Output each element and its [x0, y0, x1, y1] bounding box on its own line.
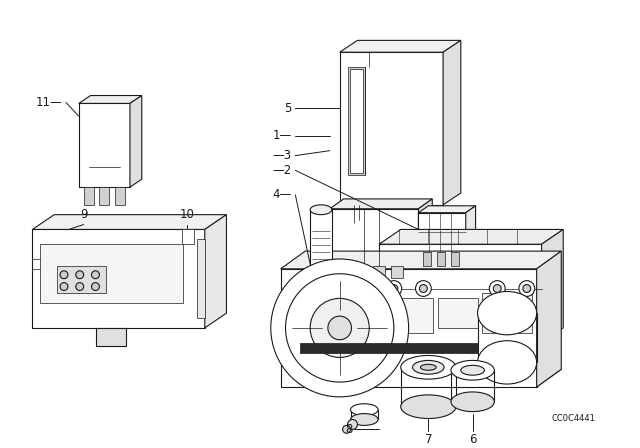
- Polygon shape: [280, 251, 561, 269]
- Circle shape: [92, 271, 99, 279]
- Bar: [348, 67, 365, 175]
- Circle shape: [390, 284, 398, 293]
- Text: 4—: 4—: [272, 189, 291, 202]
- Bar: [84, 187, 93, 205]
- Polygon shape: [300, 343, 477, 353]
- Circle shape: [386, 280, 402, 297]
- Text: 6: 6: [469, 433, 476, 446]
- Circle shape: [415, 280, 431, 297]
- Circle shape: [60, 271, 68, 279]
- Circle shape: [419, 284, 428, 293]
- Ellipse shape: [461, 365, 484, 375]
- Circle shape: [285, 274, 394, 382]
- Circle shape: [490, 280, 505, 297]
- Ellipse shape: [401, 395, 456, 418]
- Ellipse shape: [310, 205, 332, 215]
- Polygon shape: [33, 229, 205, 328]
- Text: —2: —2: [272, 164, 291, 177]
- Circle shape: [76, 283, 84, 290]
- Text: 8: 8: [345, 423, 353, 436]
- Polygon shape: [379, 229, 563, 244]
- Bar: [197, 239, 205, 318]
- Circle shape: [519, 280, 534, 297]
- Bar: [391, 266, 403, 278]
- Polygon shape: [340, 40, 461, 52]
- Ellipse shape: [351, 404, 378, 416]
- Polygon shape: [285, 369, 561, 387]
- Polygon shape: [205, 215, 227, 328]
- Bar: [315, 311, 327, 321]
- Bar: [97, 328, 126, 346]
- Polygon shape: [419, 213, 466, 252]
- Bar: [182, 229, 194, 244]
- Bar: [115, 187, 125, 205]
- Circle shape: [348, 419, 357, 429]
- Ellipse shape: [420, 364, 436, 370]
- Text: CC0C4441: CC0C4441: [552, 414, 596, 423]
- Circle shape: [342, 426, 351, 433]
- Bar: [373, 266, 385, 278]
- Polygon shape: [443, 40, 461, 205]
- Ellipse shape: [413, 360, 444, 374]
- Bar: [99, 187, 109, 205]
- Polygon shape: [130, 95, 142, 187]
- Ellipse shape: [477, 292, 537, 335]
- Circle shape: [310, 298, 369, 358]
- Bar: [483, 293, 532, 333]
- Polygon shape: [419, 206, 476, 213]
- Text: 7: 7: [424, 433, 432, 446]
- Polygon shape: [33, 215, 227, 229]
- Polygon shape: [330, 199, 432, 209]
- Circle shape: [523, 284, 531, 293]
- Text: 10: 10: [180, 207, 195, 220]
- Ellipse shape: [477, 341, 537, 384]
- Polygon shape: [537, 251, 561, 387]
- Text: 1—: 1—: [272, 129, 291, 142]
- Polygon shape: [419, 199, 432, 266]
- Bar: [424, 252, 431, 266]
- Circle shape: [92, 283, 99, 290]
- Text: 5: 5: [284, 102, 291, 115]
- Bar: [349, 69, 364, 173]
- Bar: [338, 266, 349, 278]
- Bar: [437, 252, 445, 266]
- Circle shape: [271, 259, 408, 397]
- Polygon shape: [466, 206, 476, 252]
- Ellipse shape: [351, 414, 378, 426]
- Bar: [57, 266, 106, 293]
- Ellipse shape: [401, 356, 456, 379]
- Text: 9: 9: [80, 207, 88, 220]
- Ellipse shape: [451, 392, 494, 412]
- Polygon shape: [79, 95, 142, 103]
- Circle shape: [60, 283, 68, 290]
- Bar: [310, 210, 332, 303]
- Bar: [40, 244, 183, 303]
- Bar: [438, 298, 477, 328]
- Polygon shape: [330, 209, 419, 266]
- Bar: [305, 302, 337, 313]
- Polygon shape: [541, 229, 563, 343]
- Polygon shape: [280, 269, 537, 387]
- Text: —3: —3: [272, 149, 291, 162]
- Ellipse shape: [451, 360, 494, 380]
- Polygon shape: [340, 52, 443, 205]
- Polygon shape: [79, 103, 130, 187]
- Text: 11—: 11—: [35, 96, 62, 109]
- Circle shape: [328, 316, 351, 340]
- Circle shape: [493, 284, 501, 293]
- Bar: [384, 298, 433, 333]
- Bar: [355, 266, 367, 278]
- Polygon shape: [379, 244, 541, 343]
- Bar: [451, 252, 459, 266]
- Circle shape: [76, 271, 84, 279]
